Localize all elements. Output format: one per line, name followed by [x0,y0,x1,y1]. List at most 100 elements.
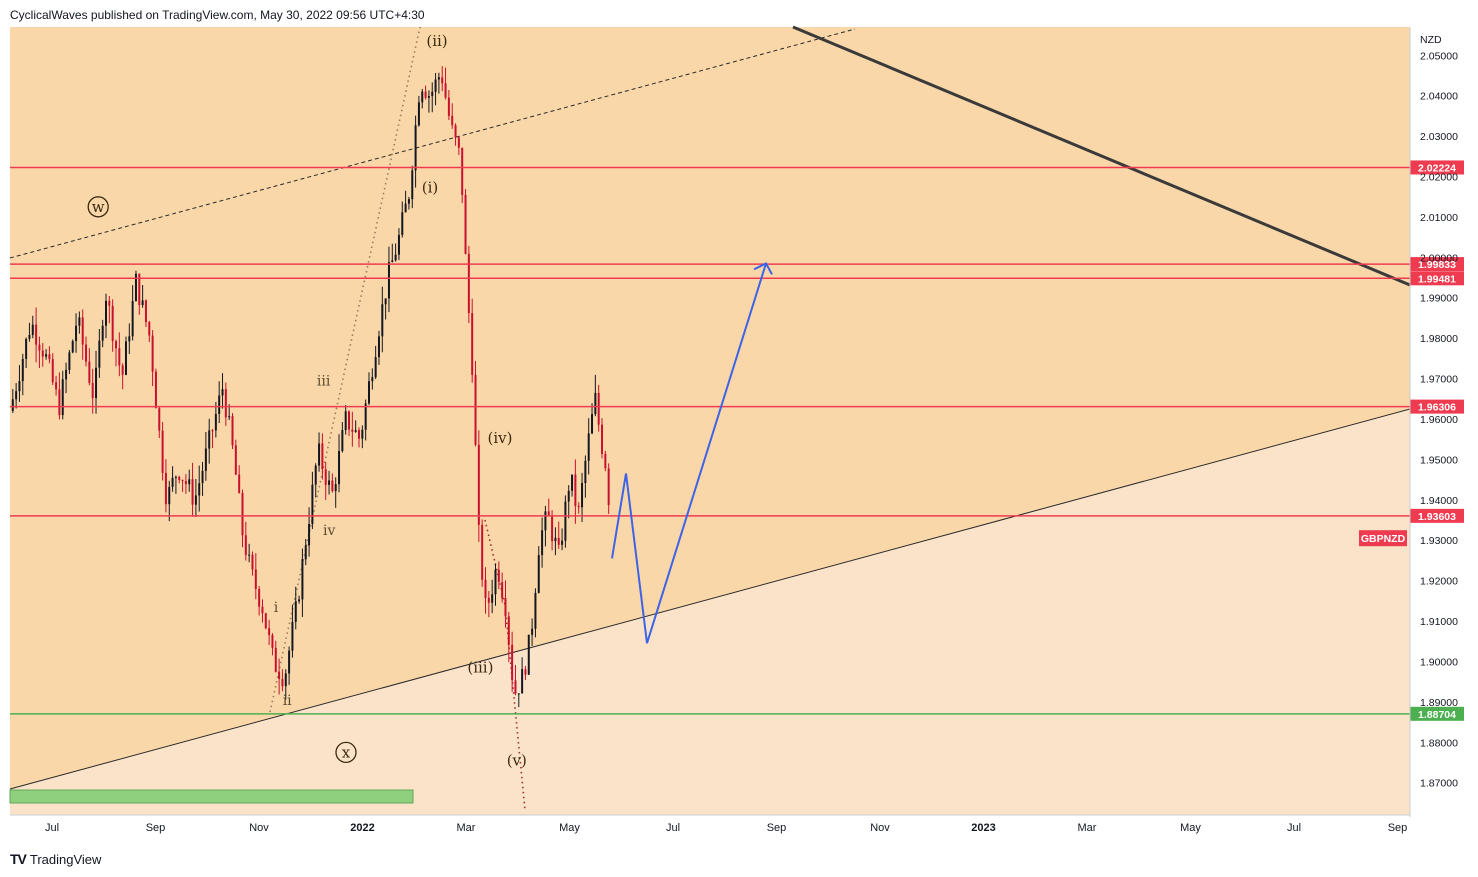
x-tick-label: Sep [146,822,166,834]
candle-body [138,273,141,306]
candle-body [154,371,157,409]
candle-body [514,680,517,694]
y-tick-label: 1.94000 [1420,495,1458,507]
candle-body [184,481,187,485]
candle-body [238,474,241,493]
candle-body [224,389,227,418]
y-tick-label: 1.98000 [1420,333,1458,345]
candle-body [114,341,117,349]
candle-body [11,399,14,411]
y-tick-label: 2.05000 [1420,50,1458,62]
candle-body [591,414,594,434]
candle-body [527,634,530,675]
candle-body [571,474,574,491]
x-tick-label: May [1180,822,1201,834]
candle-body [228,416,231,418]
x-tick-label: Jul [1287,822,1301,834]
candle-body [144,300,147,322]
candle-body [208,430,211,449]
level-price-tag [1410,257,1464,272]
candle-body [321,443,324,470]
candle-body [95,367,98,399]
y-tick-label: 1.90000 [1420,656,1458,668]
candle-body [38,344,41,351]
candle-body [361,429,364,439]
candle-body [394,254,397,261]
projection-path [611,262,773,644]
x-tick-label: 2022 [350,822,374,834]
candle-body [338,451,341,485]
candle-body [431,91,434,97]
rising-support-trendline [9,408,1411,790]
y-tick-label: 2.03000 [1420,131,1458,143]
candle-body [28,335,31,339]
candle-body [331,480,334,492]
wave-label-i: i [274,600,279,616]
candle-body [434,79,437,92]
candle-body [447,97,450,116]
y-tick-label: 1.99000 [1420,293,1458,305]
candle-body [218,395,221,414]
candle-body [401,212,404,235]
candle-body [467,253,470,314]
candle-body [387,262,390,299]
candle-body [111,305,114,342]
candle-body [168,486,171,505]
candle-body [451,115,454,126]
candle-body [604,453,607,469]
level-price-tag [1410,160,1464,175]
x-tick-label: Jul [666,822,680,834]
candle-body [354,430,357,432]
level-price-label: 1.99833 [1418,259,1456,271]
candle-body [507,616,510,645]
y-tick-label: 1.96000 [1420,414,1458,426]
candle-body [48,354,51,360]
candle-body [521,669,524,694]
candle-body [211,430,214,432]
candle-body [537,555,540,593]
candle-body [504,598,507,617]
candle-body [55,382,58,390]
level-price-label: 1.88704 [1418,709,1456,721]
candle-body [564,501,567,541]
axes: NZD 1.87000 1.88000 1.89000 1.90000 1.91000 1.… [10,27,1458,834]
candle-body [318,443,321,466]
candle-body [128,336,131,342]
candle-body [304,545,307,560]
symbol-label: GBPNZD [1361,533,1406,545]
y-tick-label: 2.01000 [1420,212,1458,224]
wave-label-iii: iii [317,374,331,390]
candle-body [348,411,351,430]
x-tick-label: Nov [870,822,890,834]
candle-body [314,465,317,485]
candle-body [141,300,144,306]
chart-background [9,27,1410,815]
level-price-label: 2.02224 [1418,162,1456,174]
candle-body [421,91,424,103]
candle-body [474,374,477,445]
candle-body [291,621,294,651]
tradingview-footer[interactable]: TV TradingView [10,851,101,867]
background-upper [10,27,1410,789]
candle-body [384,298,387,305]
candle-body [411,170,414,200]
candle-body [517,693,520,695]
candle-body [98,340,101,368]
wave-label-w: w [92,198,105,216]
level-price-tag [1410,399,1464,414]
candle-body [407,199,410,204]
x-tick-label: Nov [249,822,269,834]
level-price-label: 1.96306 [1418,402,1456,414]
candle-body [497,569,500,583]
candle-body [35,324,38,345]
candle-body [31,324,34,336]
candle-body [158,408,161,431]
publisher-header: CyclicalWaves published on TradingView.c… [10,8,425,22]
wave-circle-x [335,741,357,764]
candle-body [268,628,271,635]
wave-label-(v): (v) [507,751,527,769]
candle-body [444,83,447,98]
candle-body [501,582,504,599]
